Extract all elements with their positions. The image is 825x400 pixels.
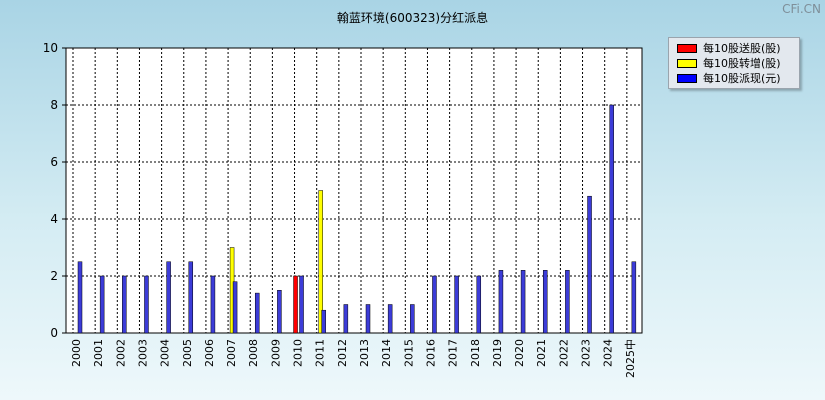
x-tick-label: 2001 — [92, 339, 105, 367]
legend-label: 每10股转增(股) — [703, 57, 781, 70]
bar-paixian — [498, 270, 504, 334]
bar-paixian — [542, 270, 548, 334]
legend-swatch-red — [677, 43, 697, 53]
bar-songgu — [293, 275, 298, 334]
y-tick-label: 10 — [43, 41, 58, 55]
bar-paixian — [254, 292, 260, 334]
legend-item-zhuanzeng: 每10股转增(股) — [677, 56, 781, 70]
bar-paixian — [144, 275, 149, 334]
bar-paixian — [321, 309, 326, 334]
bar-paixian — [587, 195, 592, 334]
legend-item-paixian: 每10股派现(元) — [677, 71, 781, 85]
bar-paixian — [454, 275, 459, 334]
x-tick-label: 2023 — [580, 339, 593, 367]
y-tick-label: 4 — [50, 212, 58, 226]
bar-paixian — [232, 281, 238, 334]
bar-paixian — [609, 104, 614, 334]
y-axis: 0 2 4 6 8 10 — [43, 41, 66, 340]
bar-paixian — [365, 304, 371, 334]
x-tick-label: 2012 — [336, 339, 349, 367]
x-tick-label: 2011 — [314, 339, 327, 367]
bar-paixian — [432, 275, 437, 334]
x-tick-label: 2000 — [70, 339, 83, 367]
x-tick-label: 2004 — [159, 339, 172, 367]
x-tick-label: 2008 — [247, 339, 260, 367]
x-axis: 2000 2001 2002 2003 2004 2005 2006 2007 2008 2009… — [70, 339, 637, 378]
legend-swatch-blue — [677, 73, 697, 83]
x-tick-label: 2007 — [225, 339, 238, 367]
x-tick-label: 2010 — [292, 339, 305, 367]
x-tick-label: 2014 — [380, 339, 393, 367]
bar-paixian — [565, 270, 570, 334]
bar-paixian — [299, 275, 304, 334]
x-tick-label: 2003 — [136, 339, 149, 367]
bar-paixian — [77, 261, 83, 334]
y-tick-label: 0 — [50, 326, 58, 340]
watermark: CFi.CN — [782, 2, 821, 16]
plot-area — [65, 47, 643, 334]
x-tick-label: 2006 — [203, 339, 216, 367]
bar-paixian — [387, 304, 393, 334]
bar-paixian — [410, 304, 415, 334]
legend-label: 每10股送股(股) — [703, 42, 781, 55]
x-tick-label: 2016 — [424, 339, 437, 367]
x-tick-label: 2005 — [181, 339, 194, 367]
legend-label: 每10股派现(元) — [703, 72, 781, 85]
legend: 每10股送股(股) 每10股转增(股) 每10股派现(元) — [668, 37, 800, 89]
x-tick-label: 2017 — [447, 339, 460, 367]
x-tick-label: 2022 — [557, 339, 570, 367]
bar-paixian — [188, 261, 194, 334]
bar-paixian — [476, 275, 482, 334]
legend-swatch-yellow — [677, 58, 697, 68]
x-tick-label: 2018 — [469, 339, 482, 367]
bar-zhuanzeng — [318, 190, 323, 334]
bar-paixian — [277, 290, 282, 334]
y-tick-label: 8 — [50, 98, 58, 112]
bar-paixian — [166, 261, 171, 334]
x-tick-label: 2019 — [491, 339, 504, 367]
bar-paixian — [210, 275, 216, 334]
legend-item-songgu: 每10股送股(股) — [677, 41, 781, 55]
x-tick-label: 2024 — [602, 339, 615, 367]
x-tick-label: 2020 — [513, 339, 526, 367]
chart-title: 翰蓝环境(600323)分红派息 — [336, 11, 489, 25]
x-tick-label: 2025中 — [624, 339, 637, 378]
bar-paixian — [343, 304, 349, 334]
x-tick-label: 2013 — [358, 339, 371, 367]
y-tick-label: 6 — [50, 155, 58, 169]
x-tick-label: 2021 — [535, 339, 548, 367]
bar-paixian — [122, 275, 127, 334]
x-tick-label: 2002 — [114, 339, 127, 367]
x-tick-label: 2015 — [402, 339, 415, 367]
y-tick-label: 2 — [50, 269, 58, 283]
bar-paixian — [99, 275, 105, 334]
bar-paixian — [631, 261, 637, 334]
bars-group — [77, 104, 637, 334]
x-tick-label: 2009 — [269, 339, 282, 367]
bar-paixian — [520, 270, 526, 334]
